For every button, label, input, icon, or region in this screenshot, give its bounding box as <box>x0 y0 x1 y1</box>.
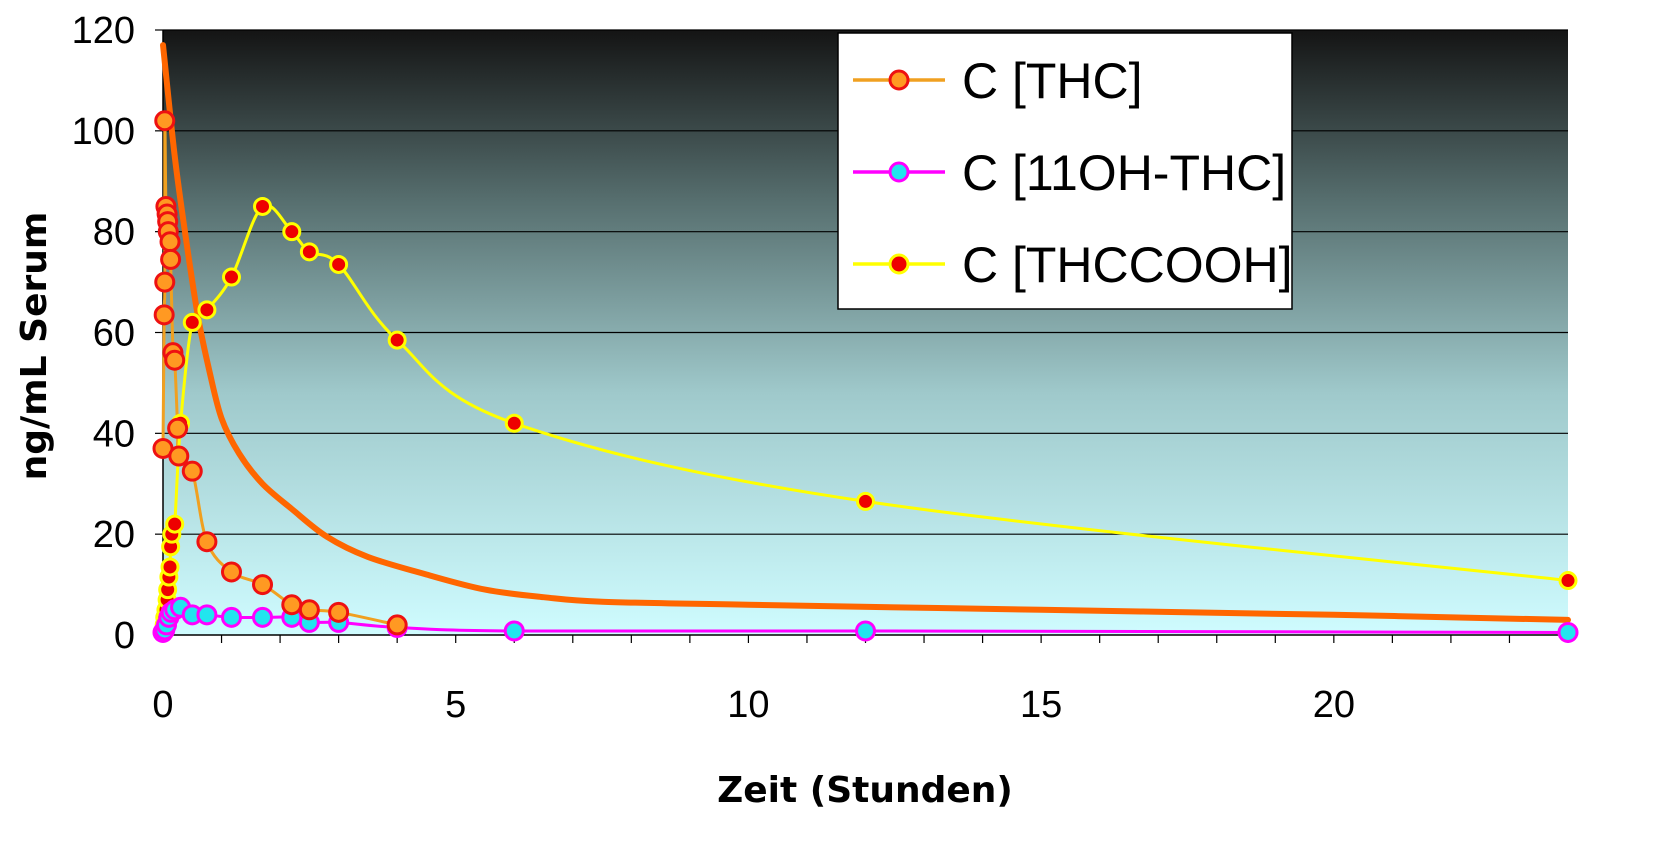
data-point-thc <box>153 304 175 326</box>
legend-swatch-marker <box>888 161 910 183</box>
data-point-thccooh <box>329 254 349 274</box>
data-point-11oh-thc <box>855 620 876 642</box>
legend-label-thccooh: C [THCCOOH] <box>962 237 1293 293</box>
x-tick-label: 20 <box>1313 684 1355 726</box>
x-tick-label: 0 <box>152 684 173 726</box>
data-point-11oh-thc <box>196 604 218 626</box>
data-point-thc <box>164 349 186 371</box>
data-point-thc <box>220 561 242 583</box>
data-point-thc <box>154 271 176 293</box>
series-markers <box>152 110 1579 643</box>
x-axis-title: Zeit (Stunden) <box>717 770 1013 811</box>
data-point-thc <box>168 445 190 467</box>
x-tick-label: 15 <box>1020 684 1062 726</box>
data-point-11oh-thc <box>503 620 525 642</box>
legend: C [THC] C [11OH-THC] C [THCCOOH] <box>837 32 1293 310</box>
legend-label-11oh-thc: C [11OH-THC] <box>962 145 1286 201</box>
legend-swatch-marker <box>888 253 910 275</box>
data-point-thc <box>154 110 176 132</box>
data-point-thc <box>298 599 320 621</box>
y-axis-title: ng/mL Serum <box>14 212 55 481</box>
data-point-thc <box>196 531 218 553</box>
data-point-thccooh <box>221 267 241 287</box>
data-point-thc <box>160 248 182 270</box>
data-point-thc <box>328 601 350 623</box>
x-tick-label: 5 <box>445 684 466 726</box>
data-point-11oh-thc <box>252 606 274 628</box>
y-tick-label: 80 <box>93 212 135 254</box>
y-tick-label: 120 <box>72 10 135 52</box>
data-point-thccooh <box>165 514 185 534</box>
data-point-11oh-thc <box>220 606 242 628</box>
data-point-thccooh <box>160 557 180 577</box>
data-point-thc <box>159 231 181 253</box>
data-point-thccooh <box>1558 571 1578 591</box>
legend-label-thc: C [THC] <box>962 53 1143 109</box>
data-point-thccooh <box>282 222 302 242</box>
axes: 0 20 40 60 80 100 120 0 5 10 15 20 <box>72 10 1569 726</box>
data-point-thccooh <box>197 300 217 320</box>
data-point-thc <box>167 417 189 439</box>
data-point-thccooh <box>387 330 407 350</box>
data-point-thc <box>252 574 274 596</box>
data-point-thc <box>181 460 203 482</box>
data-point-thc <box>386 614 408 636</box>
data-point-thccooh <box>182 312 202 332</box>
y-tick-label: 100 <box>72 111 135 153</box>
y-tick-label: 0 <box>114 615 135 657</box>
data-point-thccooh <box>504 413 524 433</box>
data-point-11oh-thc <box>1557 621 1579 643</box>
y-tick-label: 20 <box>93 514 135 556</box>
data-point-thc <box>281 594 303 616</box>
data-point-thccooh <box>856 491 875 511</box>
y-tick-label: 60 <box>93 313 135 355</box>
data-point-thccooh <box>253 196 273 216</box>
x-tick-label: 10 <box>727 684 769 726</box>
data-point-thccooh <box>299 242 319 262</box>
legend-swatch-marker <box>888 69 910 91</box>
y-tick-label: 40 <box>93 413 135 455</box>
